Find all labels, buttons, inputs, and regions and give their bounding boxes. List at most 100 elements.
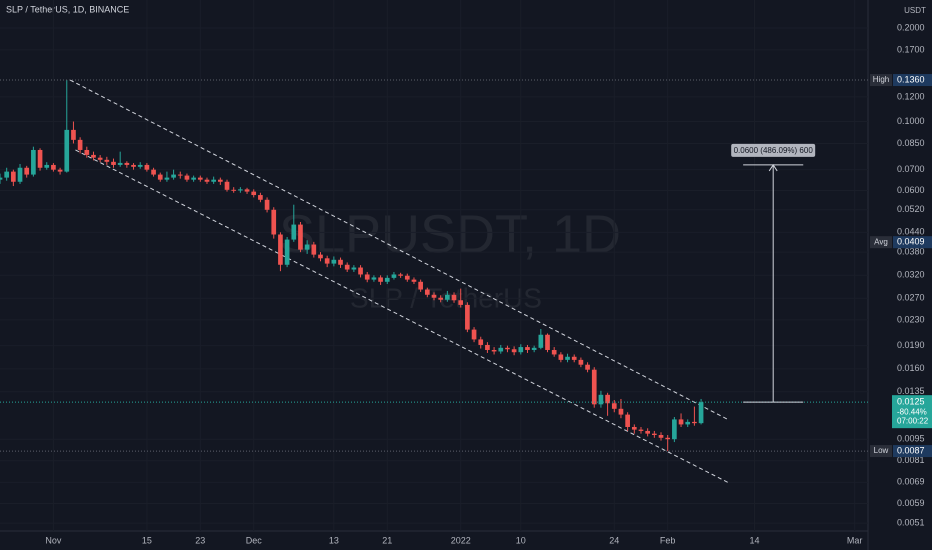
candle-body (17, 167, 23, 182)
channel-line (69, 79, 729, 420)
candle-body (411, 279, 417, 282)
candle-body (672, 419, 677, 440)
candle-body (378, 277, 383, 282)
candle-body (631, 426, 637, 430)
candle-body (71, 129, 76, 140)
candle-body (471, 329, 477, 340)
price-tag-bg (893, 74, 932, 87)
candle-body (451, 294, 457, 301)
candle-body (57, 169, 63, 172)
x-tick-label: 13 (329, 535, 339, 545)
candle-body (538, 334, 544, 348)
candle-body (164, 177, 170, 180)
y-tick-label: 0.0700 (897, 164, 925, 174)
candle-body (658, 435, 664, 438)
candle-body (231, 189, 237, 191)
candle-body (318, 254, 323, 259)
candle-body (111, 161, 116, 165)
y-tick-label: 0.0059 (897, 498, 925, 508)
y-tick-label: 0.0190 (897, 340, 925, 350)
candle-body (224, 181, 230, 190)
price-tag: 0.0409 (897, 237, 925, 247)
candle-body (478, 339, 484, 345)
candle-body (531, 347, 537, 350)
candle-body (258, 195, 263, 200)
candle-body (97, 157, 103, 160)
candle-body (151, 169, 156, 175)
candle-body (124, 162, 130, 165)
candle-body (498, 347, 504, 352)
candle-body (191, 177, 196, 180)
y-tick-label: 0.0069 (897, 477, 925, 487)
channel-line (75, 149, 729, 483)
candle-body (685, 421, 691, 425)
x-tick-label: 14 (749, 535, 759, 545)
candle-body (618, 408, 624, 415)
x-tick-label: 24 (609, 535, 619, 545)
currency: USDT (904, 6, 926, 15)
candle-body (665, 437, 671, 440)
candle-body (177, 174, 183, 176)
candle-body (244, 189, 250, 192)
candle-body (44, 164, 50, 168)
candle-body (204, 179, 210, 182)
candle-body (64, 129, 70, 172)
x-tick-label: 2022 (451, 535, 471, 545)
candle-body (485, 344, 490, 350)
candle-body (331, 259, 337, 264)
price-tag-name-bg (870, 74, 892, 87)
price-tag: 0.1360 (897, 74, 925, 84)
candle-body (391, 274, 397, 278)
candle-body (458, 300, 464, 305)
y-tick-label: 0.0270 (897, 293, 925, 303)
x-tick-label: Feb (660, 535, 676, 545)
y-tick-label: 0.0320 (897, 270, 925, 280)
candle-body (91, 154, 96, 158)
candle-body (0, 177, 3, 180)
candle-body (144, 164, 150, 170)
candle-body (184, 175, 190, 180)
candle-body (625, 414, 630, 427)
candle-body (558, 354, 564, 360)
y-tick-label: 0.0051 (897, 518, 925, 528)
candle-body (344, 264, 350, 270)
candle-body (591, 369, 597, 405)
x-tick-label: 10 (516, 535, 526, 545)
last-price: 0.0125 (897, 397, 925, 407)
candle-body (171, 174, 176, 178)
candle-body (284, 239, 290, 265)
last-change: -80.44% (897, 407, 927, 416)
candle-body (157, 174, 163, 180)
price-tag: 0.0087 (897, 445, 925, 455)
price-tag-name-bg (870, 445, 892, 458)
candle-body (4, 171, 10, 178)
y-tick-label: 0.0095 (897, 434, 925, 444)
candle-body (24, 167, 30, 175)
y-tick-label: 0.1200 (897, 91, 925, 101)
y-tick-label: 0.0600 (897, 185, 925, 195)
y-tick-label: 0.2000 (897, 22, 925, 32)
candle-body (278, 234, 283, 265)
candle-body (131, 164, 136, 167)
candle-body (505, 347, 510, 350)
y-tick-label: 0.1700 (897, 44, 925, 54)
candle-body (264, 199, 270, 210)
x-tick-label: 21 (382, 535, 392, 545)
candle-body (598, 394, 604, 405)
candle-body (545, 334, 550, 350)
candle-body (404, 275, 410, 280)
candle-body (338, 259, 343, 265)
candle-body (611, 403, 617, 409)
candle-body (551, 349, 557, 355)
y-tick-label: 0.0135 (897, 386, 925, 396)
candle-body (238, 189, 243, 191)
y-tick-label: 0.1000 (897, 116, 925, 126)
candle-body (84, 149, 90, 155)
candle-body (438, 297, 444, 300)
x-tick-label: Mar (847, 535, 863, 545)
candle-body (218, 179, 223, 182)
candle-body (137, 164, 143, 167)
x-tick-label: Nov (45, 535, 62, 545)
candle-body (384, 277, 390, 282)
